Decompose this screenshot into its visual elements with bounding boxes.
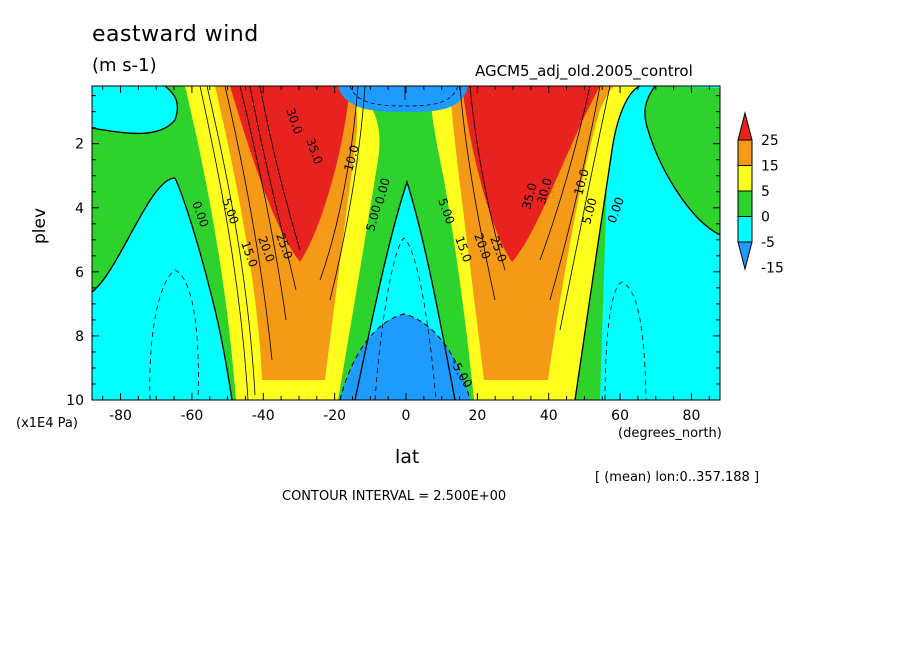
colorbar-segment (737, 190, 753, 217)
colorbar-label: 15 (761, 159, 779, 175)
x-axis-units: (degrees_north) (618, 426, 722, 441)
contour-line (539, 86, 591, 261)
contour-line (259, 86, 301, 251)
y-tick-label: 4 (75, 201, 84, 217)
contour-line (559, 86, 611, 331)
contour-line (206, 86, 256, 396)
contour-line (329, 86, 366, 301)
contour-label: 0.00 (372, 176, 392, 205)
colorbar-segment (737, 216, 753, 243)
colorbar-label: 25 (761, 133, 779, 149)
x-tick-label: -80 (109, 408, 132, 424)
x-axis-label: lat (395, 446, 420, 468)
chart-title: eastward wind (92, 22, 259, 47)
contour-label: 10.0 (341, 143, 361, 172)
contour-line (469, 86, 506, 271)
contour-line (374, 237, 437, 400)
contour-line (644, 86, 720, 236)
field-red-west (230, 86, 350, 262)
contour-line (459, 86, 496, 301)
field-red-east (462, 86, 600, 262)
contour-line (249, 86, 297, 291)
contour-label: 5.00 (363, 203, 383, 232)
x-tick-label: 60 (611, 408, 629, 424)
contour-fields (92, 86, 720, 400)
mean-note: [ (mean) lon:0..357.188 ] (595, 470, 760, 485)
contour-line (224, 86, 273, 361)
contour-line (354, 179, 456, 400)
field-blue-top (338, 86, 468, 112)
contour-interval: CONTOUR INTERVAL = 2.500E+00 (282, 489, 507, 504)
contour-label: 35.0 (519, 181, 539, 210)
field-blue-bottom (340, 314, 470, 400)
colorbar-label: -15 (761, 261, 784, 277)
contour-line (149, 269, 199, 400)
colorbar-label: 0 (761, 210, 770, 226)
run-label: AGCM5_adj_old.2005_control (475, 62, 693, 80)
x-tick-label: 40 (540, 408, 558, 424)
chart-units: (m s-1) (92, 55, 157, 76)
x-tick-label: 20 (468, 408, 486, 424)
contour-line (574, 86, 641, 400)
contour-line (92, 86, 179, 135)
contour-line (549, 86, 601, 301)
y-tick-label: 2 (75, 137, 84, 153)
contour-line (319, 86, 359, 281)
y-axis: 2 4 6 8 10 (66, 95, 720, 409)
contour-line (239, 86, 287, 321)
contour-line (604, 281, 647, 400)
colorbar-segment (737, 241, 753, 271)
colorbar: 25 15 5 0 -5 -15 (737, 111, 784, 277)
contour-label: 5.00 (579, 196, 599, 225)
x-tick-label: -20 (323, 408, 346, 424)
y-tick-label: 8 (75, 329, 84, 345)
contour-label: 30.0 (534, 176, 554, 205)
x-tick-label: -60 (180, 408, 203, 424)
colorbar-label: -5 (761, 235, 775, 251)
contour-label: 10.0 (571, 167, 591, 196)
contour-line (174, 177, 233, 400)
x-tick-label: -40 (252, 408, 275, 424)
x-axis: -80 -60 -40 -20 0 20 40 60 80 (102, 86, 710, 424)
colorbar-segment (737, 111, 753, 141)
x-tick-label: 80 (683, 408, 701, 424)
field-green-east (644, 86, 720, 235)
y-tick-label: 6 (75, 265, 84, 281)
contour-line (349, 86, 459, 107)
colorbar-segment (737, 165, 753, 192)
x-tick-label: 0 (402, 408, 411, 424)
y-axis-units: (x1E4 Pa) (16, 416, 78, 431)
colorbar-segment (737, 139, 753, 166)
contour-line (199, 86, 249, 400)
contour-lines (92, 86, 720, 400)
contour-line (339, 313, 471, 400)
y-tick-label: 10 (66, 393, 84, 409)
colorbar-label: 5 (761, 184, 770, 200)
contour-line (92, 177, 176, 293)
